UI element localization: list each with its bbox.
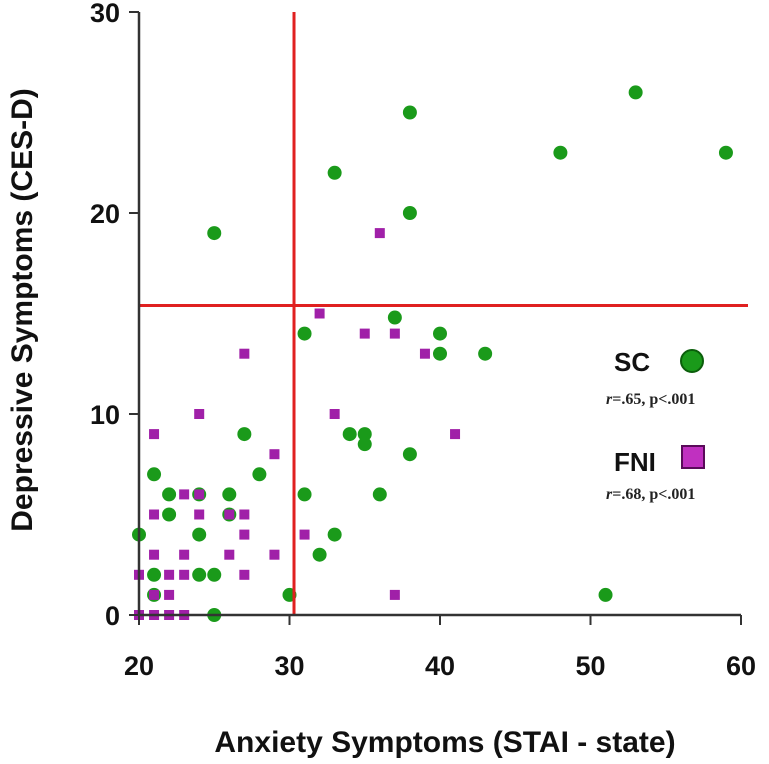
point-fni-20 [239, 509, 250, 520]
point-sc-5 [162, 507, 177, 522]
point-fni-18 [224, 549, 235, 560]
point-fni-27 [329, 409, 340, 419]
point-fni-16 [194, 509, 205, 520]
x-tick-label-30: 30 [274, 651, 304, 681]
point-sc-18 [297, 487, 312, 502]
point-sc-25 [372, 487, 387, 502]
point-sc-12 [222, 487, 237, 502]
point-sc-36 [718, 145, 733, 160]
point-fni-21 [239, 529, 250, 540]
point-sc-11 [207, 226, 222, 241]
x-tick-label-40: 40 [425, 651, 455, 681]
point-sc-31 [433, 346, 447, 361]
point-fni-3 [149, 509, 160, 520]
point-sc-7 [192, 527, 207, 542]
x-tick-label-50: 50 [575, 651, 605, 681]
point-sc-22 [342, 427, 357, 442]
point-fni-33 [450, 429, 461, 440]
legend-marker-fni [681, 445, 705, 469]
point-sc-24 [357, 437, 372, 452]
point-fni-15 [194, 489, 205, 500]
point-sc-14 [237, 427, 252, 442]
y-tick-label-20: 20 [90, 199, 120, 229]
point-sc-15 [252, 467, 267, 482]
point-sc-35 [628, 85, 643, 100]
point-fni-30 [389, 328, 400, 339]
y-tick-label-10: 10 [90, 400, 120, 430]
point-fni-23 [269, 449, 280, 460]
x-tick-label-20: 20 [124, 651, 154, 681]
point-sc-8 [192, 567, 207, 582]
point-sc-23 [357, 427, 372, 442]
point-sc-21 [327, 527, 342, 542]
point-fni-26 [314, 308, 325, 319]
point-fni-5 [149, 589, 160, 600]
point-fni-7 [164, 569, 175, 580]
point-fni-19 [239, 348, 250, 359]
point-sc-28 [402, 206, 417, 220]
y-tick-label-30: 30 [90, 0, 120, 28]
point-fni-32 [419, 348, 430, 359]
point-fni-10 [179, 489, 190, 500]
point-fni-31 [389, 589, 400, 600]
tick-labels: 20 30 40 50 60 0 10 20 30 [90, 0, 756, 681]
point-fni-14 [194, 409, 205, 419]
legend-marker-sc [680, 349, 704, 373]
point-sc-2 [147, 567, 162, 582]
point-sc-19 [312, 547, 327, 562]
y-axis-title: Depressive Symptoms (CES-D) [6, 88, 39, 531]
point-sc-26 [387, 310, 402, 325]
point-fni-12 [179, 569, 190, 580]
point-sc-30 [433, 326, 447, 341]
point-sc-32 [478, 346, 493, 361]
legend-label-fni: FNI [614, 447, 656, 477]
point-sc-1 [147, 467, 162, 482]
x-tick-label-60: 60 [726, 651, 756, 681]
point-sc-17 [297, 326, 312, 341]
point-fni-17 [224, 509, 235, 520]
axes [129, 11, 742, 625]
point-fni-2 [149, 429, 160, 440]
point-sc-27 [402, 105, 417, 120]
x-axis-title: Anxiety Symptoms (STAI - state) [214, 726, 675, 759]
legend: SC r=.65, p<.001 FNI r=.68, p<.001 [606, 347, 705, 503]
y-tick-label-0: 0 [105, 601, 120, 631]
point-sc-4 [162, 487, 177, 502]
legend-stat-sc: r=.65, p<.001 [606, 391, 695, 408]
point-sc-20 [327, 165, 342, 180]
point-fni-24 [269, 549, 280, 560]
point-fni-28 [359, 328, 370, 339]
point-fni-29 [374, 228, 385, 239]
point-sc-33 [553, 145, 568, 160]
point-sc-9 [207, 567, 222, 582]
point-fni-8 [164, 589, 175, 600]
point-sc-34 [598, 587, 613, 602]
plot-area [132, 12, 748, 622]
point-fni-11 [179, 549, 190, 560]
legend-stat-fni: r=.68, p<.001 [606, 486, 695, 503]
point-sc-29 [402, 447, 417, 462]
point-fni-22 [239, 569, 250, 580]
legend-label-sc: SC [614, 347, 650, 377]
point-fni-25 [299, 529, 310, 540]
point-fni-4 [149, 549, 160, 560]
